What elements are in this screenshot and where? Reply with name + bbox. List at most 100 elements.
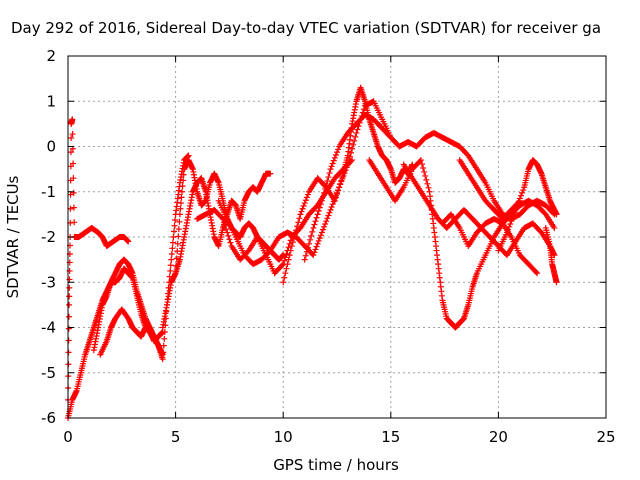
data-point (67, 191, 74, 198)
data-point (169, 239, 176, 246)
data-point (288, 243, 295, 250)
series-track-16 (456, 157, 523, 222)
data-point (66, 276, 73, 283)
data-point (331, 197, 338, 204)
axis-ticks: 0 5 10 15 20 25 -6 -5 -4 -3 -2 -1 0 1 2 (41, 47, 616, 446)
data-point (283, 250, 290, 257)
data-point (310, 224, 317, 231)
data-point (349, 145, 356, 152)
grid-lines (68, 56, 606, 418)
series-track-4 (97, 306, 166, 358)
data-point (335, 187, 342, 194)
data-point (179, 188, 186, 195)
data-point (65, 349, 72, 356)
data-point (170, 228, 177, 235)
data-point (326, 209, 333, 216)
data-point (510, 212, 517, 219)
data-point (222, 222, 229, 229)
data-point (281, 257, 288, 264)
data-point (315, 237, 322, 244)
data-point (290, 235, 297, 242)
data-point (347, 149, 354, 156)
data-point (66, 284, 73, 291)
data-point (338, 177, 345, 184)
data-point (283, 265, 290, 272)
y-tick-label: 0 (46, 138, 56, 156)
data-point (422, 172, 429, 179)
data-point (353, 129, 360, 136)
data-point (329, 160, 336, 167)
data-point (125, 238, 132, 245)
data-point (325, 174, 332, 181)
data-point (354, 126, 361, 133)
data-point (174, 240, 181, 247)
data-point (424, 180, 431, 187)
data-point (303, 194, 310, 201)
data-point (423, 176, 430, 183)
data-point (68, 135, 75, 142)
data-point (321, 189, 328, 196)
data-point (320, 226, 327, 233)
data-point (218, 214, 225, 221)
data-point (303, 248, 310, 255)
data-point (293, 227, 300, 234)
data-point (425, 184, 432, 191)
x-axis-label: GPS time / hours (273, 456, 399, 474)
data-point (420, 164, 427, 171)
data-point (317, 201, 324, 208)
data-point (334, 149, 340, 156)
data-point (285, 244, 292, 251)
x-tick-label: 0 (63, 428, 73, 446)
data-point (289, 239, 296, 246)
y-tick-label: -5 (41, 364, 56, 382)
data-point (508, 218, 515, 225)
data-point (553, 279, 560, 286)
data-point (168, 256, 175, 263)
data-point (322, 185, 329, 192)
data-point (505, 226, 512, 233)
data-point (417, 157, 424, 164)
data-point (169, 245, 176, 252)
series-track-13 (439, 211, 541, 277)
series-track-10 (301, 111, 558, 263)
data-point (161, 335, 168, 342)
data-point (66, 301, 73, 308)
data-point (282, 254, 289, 261)
data-point (224, 229, 231, 236)
data-point (309, 228, 316, 235)
data-point (167, 267, 174, 274)
y-tick-label: 2 (46, 47, 56, 65)
y-tick-label: -1 (41, 183, 56, 201)
data-point (280, 279, 287, 286)
data-point (160, 342, 167, 349)
data-point (332, 151, 339, 158)
data-point (534, 270, 541, 277)
data-point (65, 313, 72, 320)
data-point (310, 252, 317, 259)
data-point (311, 221, 318, 228)
data-point (306, 240, 313, 247)
data-point (520, 187, 527, 194)
chart-title: Day 292 of 2016, Sidereal Day-to-day VTE… (11, 19, 601, 37)
data-point (70, 204, 77, 211)
data-point (171, 222, 178, 229)
data-point (339, 174, 346, 181)
data-point (551, 224, 558, 231)
x-tick-label: 20 (489, 428, 508, 446)
data-point (323, 218, 330, 225)
data-point (507, 220, 514, 227)
data-point (176, 218, 183, 225)
series-track-1 (65, 116, 132, 403)
data-point (318, 197, 325, 204)
data-point (350, 141, 357, 148)
y-tick-label: -3 (41, 273, 56, 291)
data-point (515, 198, 522, 205)
data-point (66, 293, 73, 300)
y-tick-label: -6 (41, 409, 56, 427)
data-point (351, 137, 358, 144)
data-point (70, 175, 77, 182)
data-point (301, 256, 308, 263)
data-point (177, 200, 184, 207)
data-points (65, 84, 560, 421)
